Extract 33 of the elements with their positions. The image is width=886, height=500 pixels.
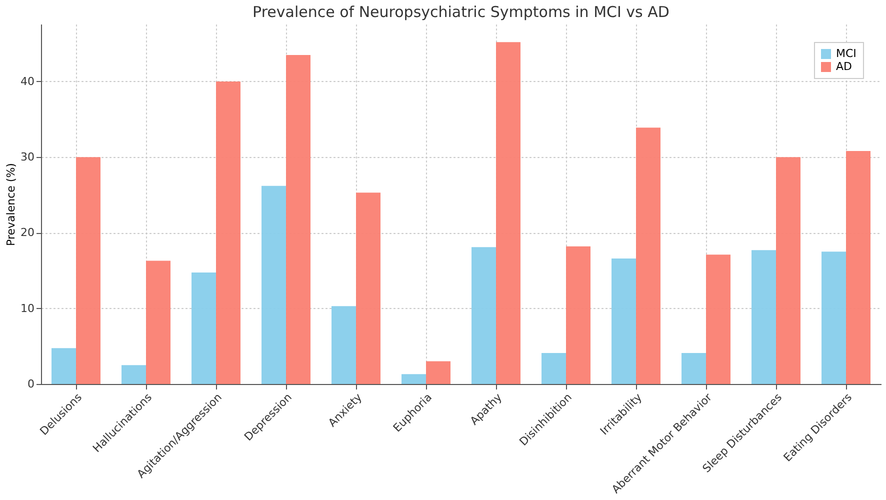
bar <box>216 81 240 384</box>
bar <box>122 365 146 384</box>
y-tick-label: 40 <box>20 74 34 88</box>
bar <box>192 272 216 384</box>
bar <box>682 352 706 384</box>
bar <box>566 246 590 384</box>
bar <box>612 258 636 384</box>
bar <box>262 186 286 384</box>
bar <box>542 352 566 384</box>
bar <box>472 247 496 384</box>
bar <box>146 260 170 384</box>
bar <box>706 254 730 384</box>
bar <box>332 306 356 384</box>
bar <box>76 157 100 384</box>
bar <box>426 361 450 384</box>
legend-label: AD <box>836 60 852 73</box>
bar <box>752 250 776 384</box>
bar <box>52 348 76 384</box>
bar <box>496 42 520 384</box>
y-axis-title: Prevalence (%) <box>4 163 18 246</box>
bar <box>356 192 380 384</box>
bar <box>822 252 846 384</box>
bar <box>776 157 800 384</box>
y-tick-label: 30 <box>20 150 34 164</box>
chart-title: Prevalence of Neuropsychiatric Symptoms in MCI vs AD <box>252 3 670 21</box>
bar <box>402 374 426 384</box>
bar <box>846 151 870 384</box>
y-tick-label: 10 <box>20 302 34 315</box>
bar <box>636 128 660 384</box>
y-tick-label: 0 <box>28 378 34 390</box>
bar <box>286 55 310 384</box>
y-tick-label: 20 <box>20 226 34 240</box>
legend-label: MCI <box>836 47 856 60</box>
